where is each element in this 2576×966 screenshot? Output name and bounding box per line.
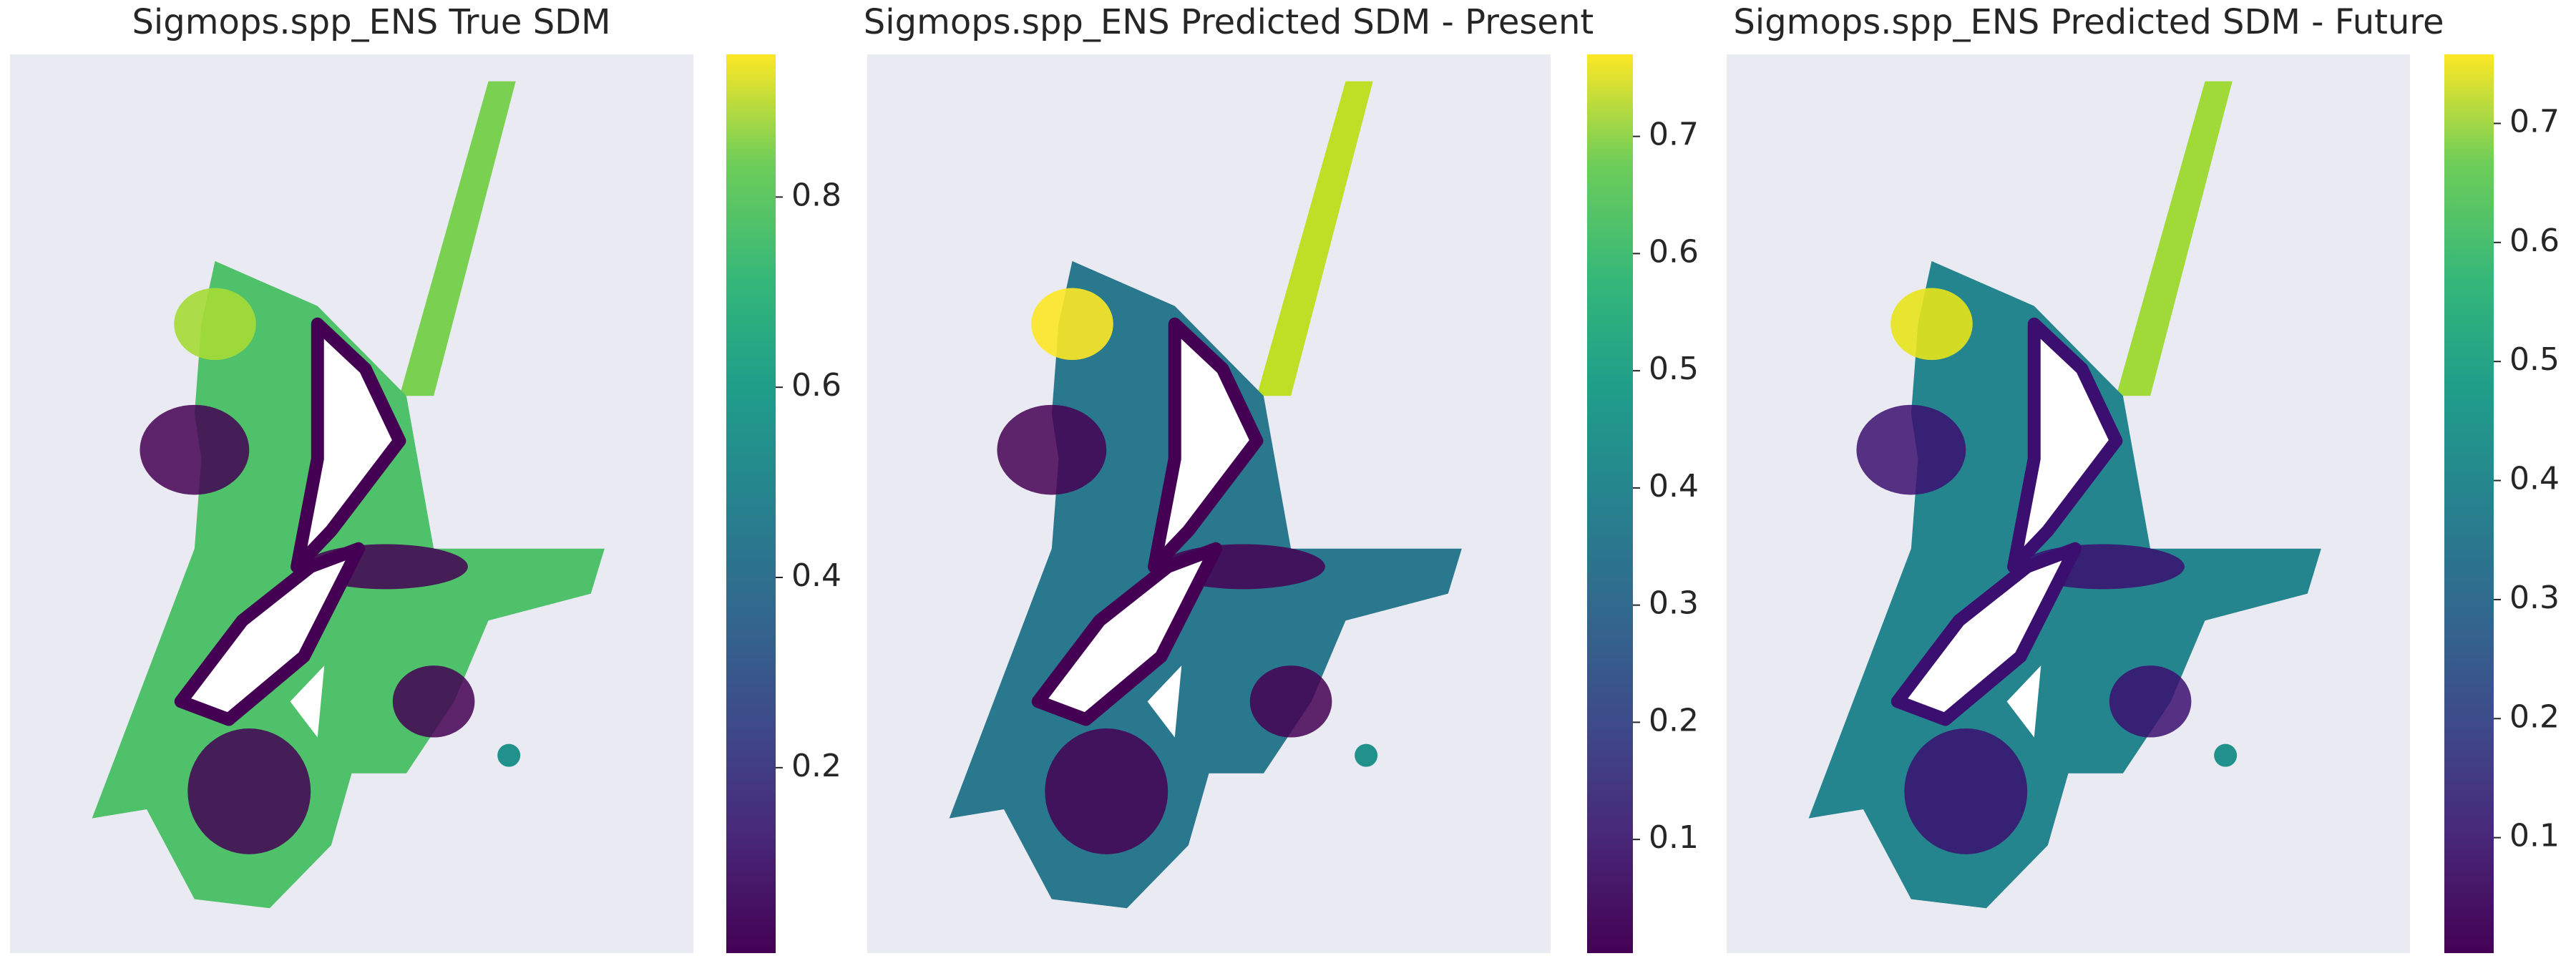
map-region <box>174 288 256 361</box>
colorbar-tick-label: 0.1 <box>2509 818 2560 854</box>
land <box>1031 542 1223 726</box>
colorbar-tick-label: 0.1 <box>1649 819 1699 856</box>
land <box>174 542 366 726</box>
map-region <box>2109 665 2192 738</box>
map-region <box>2214 743 2238 767</box>
colorbar-tick-label: 0.2 <box>2509 698 2560 735</box>
colorbar-tick-label: 0.4 <box>791 557 841 594</box>
panel-title: Sigmops.spp_ENS True SDM <box>132 2 610 42</box>
colorbar-tick-label: 0.2 <box>791 748 841 784</box>
land <box>1148 317 1264 573</box>
map-region <box>997 404 1107 495</box>
map-region <box>1249 665 1332 738</box>
map-region <box>1031 288 1113 361</box>
colorbar-tick-label: 0.4 <box>2509 461 2560 497</box>
land <box>290 665 325 738</box>
colorbar-tick-label: 0.4 <box>1649 468 1699 504</box>
map-region <box>1856 404 1966 495</box>
colorbar-tick-label: 0.8 <box>791 177 841 213</box>
colorbar-tick-label: 0.7 <box>1649 117 1699 153</box>
land <box>1147 665 1182 738</box>
panel-title: Sigmops.spp_ENS Predicted SDM - Present <box>864 2 1594 42</box>
map-region <box>187 728 311 854</box>
colorbar-tick-label: 0.5 <box>2509 341 2560 378</box>
map-region <box>1257 81 1373 396</box>
colorbar-tick-label: 0.6 <box>2509 223 2560 259</box>
colorbar-tick-label: 0.2 <box>1649 702 1699 738</box>
map-region <box>1890 288 1973 361</box>
map-region <box>2116 81 2233 396</box>
map-region <box>1045 728 1169 854</box>
map-region <box>1904 728 2028 854</box>
land <box>2006 665 2041 738</box>
map-region <box>140 404 250 495</box>
panel-title: Sigmops.spp_ENS Predicted SDM - Future <box>1733 2 2444 42</box>
map-region <box>497 743 521 767</box>
colorbar-tick-label: 0.6 <box>1649 233 1699 270</box>
land <box>1890 542 2082 726</box>
colorbar-tick-label: 0.5 <box>1649 351 1699 387</box>
colorbar-tick-label: 0.3 <box>1649 585 1699 622</box>
map-region <box>399 81 516 396</box>
map-region <box>392 665 475 738</box>
colorbar-tick-label: 0.3 <box>2509 580 2560 616</box>
colorbar-tick-label: 0.6 <box>791 367 841 404</box>
colorbar <box>2444 54 2494 953</box>
land <box>2007 317 2123 573</box>
colorbar-tick-label: 0.7 <box>2509 103 2560 140</box>
land <box>291 317 406 573</box>
colorbar <box>1587 54 1633 953</box>
map-region <box>1355 743 1378 767</box>
colorbar <box>726 54 776 953</box>
